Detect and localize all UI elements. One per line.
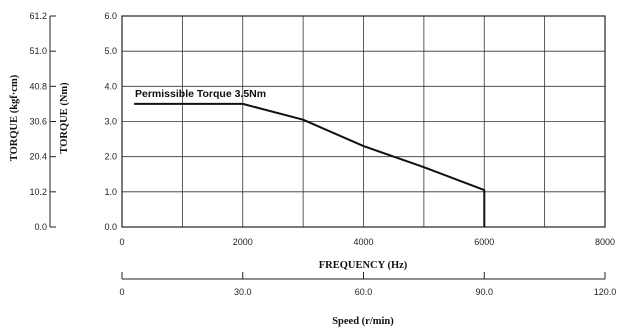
secondary-y-tick-label: 51.0 (29, 46, 47, 56)
secondary-x-tick-label: 30.0 (234, 287, 252, 297)
plot-frame (121, 15, 606, 228)
y-axis-title: TORQUE (Nm) (59, 82, 70, 154)
secondary-x-tick-label: 0 (119, 287, 124, 297)
secondary-y-tick-label: 10.2 (29, 187, 47, 197)
y-tick-label: 1.0 (104, 187, 117, 197)
series-layer (134, 102, 486, 227)
y-tick-label: 0.0 (104, 222, 117, 232)
tick-labels: 0.0 1.0 2.0 3.0 4.0 5.0 6.0 0 2000 4000 6000 8000 (104, 11, 615, 247)
x2-axis-title: Speed (r/min) (332, 316, 394, 327)
secondary-y-tick-label: 61.2 (29, 11, 47, 21)
secondary-y-axis: 0.0 10.2 20.4 30.6 40.8 51.0 61.2 (29, 11, 56, 232)
x-axis-title: FREQUENCY (Hz) (319, 260, 408, 271)
y2-axis-title: TORQUE (kgf·cm) (9, 74, 20, 161)
secondary-x-tick-label: 120.0 (594, 287, 617, 297)
y-tick-label: 5.0 (104, 46, 117, 56)
secondary-y-tick-label: 30.6 (29, 117, 47, 127)
grid (121, 15, 606, 228)
secondary-y-tick-label: 20.4 (29, 152, 47, 162)
secondary-y-tick-label: 40.8 (29, 81, 47, 91)
x-tick-label: 0 (119, 237, 124, 247)
secondary-x-tick-label: 60.0 (355, 287, 373, 297)
y-tick-label: 3.0 (104, 117, 117, 127)
x-tick-label: 8000 (595, 237, 615, 247)
secondary-y-tick-label: 0.0 (34, 222, 47, 232)
y-tick-label: 6.0 (104, 11, 117, 21)
secondary-x-tick-label: 90.0 (475, 287, 493, 297)
y-tick-label: 2.0 (104, 152, 117, 162)
secondary-x-axis: 0 30.0 60.0 90.0 120.0 (119, 272, 616, 297)
annotation-label: Permissible Torque 3.5Nm (135, 88, 266, 100)
x-tick-label: 6000 (474, 237, 494, 247)
x-tick-label: 2000 (233, 237, 253, 247)
y-tick-label: 4.0 (104, 81, 117, 91)
torque-curve (134, 102, 486, 227)
x-tick-label: 4000 (353, 237, 373, 247)
